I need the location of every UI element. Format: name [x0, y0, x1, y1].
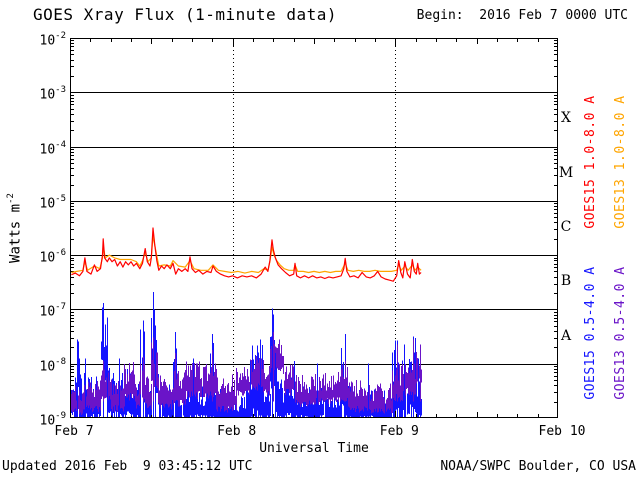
x-axis-label: Universal Time	[259, 441, 369, 456]
goes15-long-trace	[71, 227, 422, 282]
flare-class-c: C	[560, 219, 572, 235]
y-tick-label: 10-4	[39, 139, 67, 157]
flare-class-x: X	[561, 110, 571, 127]
y-tick-label: 10-2	[39, 31, 67, 49]
legend-goes13-0-5-4-0-a: GOES13 0.5-4.0 A	[613, 266, 628, 400]
flare-class-a: A	[560, 327, 572, 344]
flare-class-m: M	[558, 164, 574, 181]
y-tick-label: 10-7	[39, 302, 67, 320]
x-tick-label: Feb 7	[54, 424, 94, 439]
goes13-short-spikes	[103, 332, 421, 402]
y-tick-label: 10-8	[39, 356, 67, 375]
chart-title: GOES Xray Flux (1-minute data)	[33, 5, 337, 24]
y-tick-label: 10-5	[39, 193, 67, 212]
x-tick-label: Feb 8	[217, 424, 257, 439]
y-tick-label: 10-9	[39, 411, 67, 429]
updated-timestamp: Updated 2016 Feb 9 03:45:12 UTC	[2, 459, 253, 474]
begin-time: Begin: 2016 Feb 7 0000 UTC	[416, 8, 628, 23]
plot-frame	[70, 38, 558, 418]
flare-class-b: B	[560, 273, 572, 290]
y-tick-label: 10-6	[39, 248, 67, 266]
x-tick-label: Feb 9	[379, 424, 419, 439]
x-tick-label: Feb 10	[538, 424, 586, 439]
credit: NOAA/SWPC Boulder, CO USA	[440, 459, 636, 474]
y-axis-label: Watts m-2	[6, 168, 25, 288]
y-tick-label: 10-3	[39, 85, 67, 103]
legend-goes15-0-5-4-0-a: GOES15 0.5-4.0 A	[583, 266, 598, 400]
goes13-long-trace	[71, 235, 422, 274]
